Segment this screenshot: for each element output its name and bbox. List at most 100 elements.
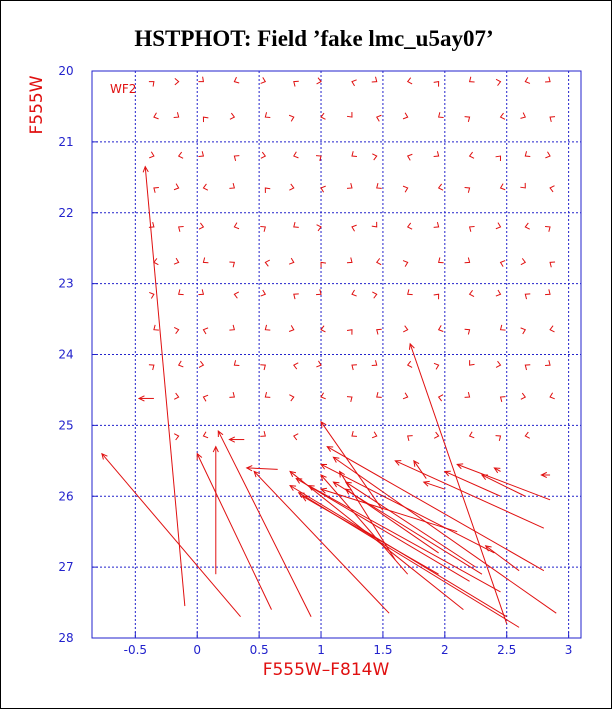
short-vector bbox=[198, 151, 205, 157]
short-vector bbox=[293, 362, 299, 370]
vector-head bbox=[217, 430, 224, 438]
vector-head bbox=[493, 467, 501, 474]
vector-head bbox=[422, 480, 430, 487]
x-tick-label: 3 bbox=[565, 643, 573, 657]
short-vector bbox=[202, 394, 209, 402]
short-vector bbox=[499, 396, 506, 402]
short-vector bbox=[545, 289, 551, 296]
x-tick-label: 1 bbox=[317, 643, 325, 657]
short-vector bbox=[376, 114, 382, 122]
short-vector bbox=[173, 392, 180, 400]
short-vector bbox=[495, 435, 502, 441]
vector-head bbox=[295, 477, 303, 484]
long-vector bbox=[443, 470, 501, 497]
short-vector bbox=[520, 182, 526, 189]
vector-head bbox=[413, 459, 420, 467]
vector-shaft bbox=[345, 481, 477, 568]
short-vector bbox=[499, 112, 506, 120]
vector-head bbox=[332, 481, 340, 488]
long-vector bbox=[480, 474, 526, 497]
short-vector bbox=[406, 77, 413, 85]
short-vector bbox=[149, 151, 155, 159]
long-vector bbox=[484, 545, 520, 572]
vector-head bbox=[332, 456, 340, 463]
short-vector bbox=[351, 79, 357, 87]
long-vector bbox=[301, 495, 439, 575]
short-vector bbox=[524, 151, 531, 157]
short-vector bbox=[173, 257, 180, 265]
short-vector bbox=[202, 116, 209, 123]
y-tick-label: 20 bbox=[58, 64, 73, 78]
short-vector bbox=[229, 182, 235, 189]
short-vector bbox=[288, 325, 295, 332]
short-vector bbox=[464, 392, 471, 398]
short-vector bbox=[148, 364, 155, 371]
short-vector bbox=[233, 155, 240, 162]
vector-head bbox=[408, 342, 415, 350]
short-vector bbox=[495, 360, 502, 368]
short-vector bbox=[198, 360, 205, 368]
vector-shaft bbox=[409, 343, 508, 624]
vector-shaft bbox=[253, 471, 390, 614]
short-vector bbox=[520, 327, 527, 335]
long-vector bbox=[326, 446, 545, 572]
short-vector bbox=[437, 394, 444, 402]
short-vector bbox=[437, 183, 444, 191]
short-vector bbox=[402, 112, 409, 120]
short-vector bbox=[233, 222, 240, 230]
short-vector bbox=[549, 185, 555, 193]
vector-head bbox=[297, 492, 305, 499]
vector-head bbox=[228, 436, 236, 443]
short-vector bbox=[464, 328, 471, 335]
short-vector bbox=[402, 392, 409, 400]
short-vector bbox=[549, 116, 556, 123]
short-vector bbox=[149, 291, 155, 299]
vector-shaft bbox=[326, 446, 545, 572]
short-vector bbox=[407, 289, 413, 296]
y-tick-label: 22 bbox=[58, 206, 73, 220]
vector-head bbox=[326, 446, 334, 452]
short-vector bbox=[549, 325, 555, 333]
short-vector bbox=[403, 325, 409, 333]
short-vector bbox=[202, 257, 209, 264]
short-vector bbox=[351, 224, 357, 232]
long-vector bbox=[196, 452, 272, 610]
short-vector bbox=[346, 257, 353, 264]
short-vector bbox=[371, 221, 378, 228]
vector-head bbox=[245, 465, 253, 472]
short-vector bbox=[233, 360, 240, 367]
y-tick-label: 28 bbox=[58, 631, 73, 645]
short-vector bbox=[178, 289, 184, 296]
short-vector bbox=[346, 112, 353, 118]
short-vector bbox=[371, 431, 378, 439]
short-vector bbox=[438, 112, 444, 118]
long-vector bbox=[142, 165, 186, 607]
vector-head bbox=[196, 452, 203, 460]
short-vector bbox=[524, 222, 530, 230]
short-vector bbox=[260, 151, 267, 159]
vector-shaft bbox=[296, 478, 470, 582]
short-vector bbox=[406, 222, 413, 230]
y-tick-label: 21 bbox=[58, 135, 73, 149]
short-vector bbox=[549, 392, 555, 400]
long-vector bbox=[101, 452, 241, 618]
long-vector bbox=[228, 436, 245, 443]
short-vector bbox=[351, 431, 357, 437]
short-vector bbox=[376, 182, 382, 189]
vector-head bbox=[484, 545, 492, 552]
short-vector bbox=[153, 258, 159, 266]
long-vector bbox=[320, 463, 495, 554]
vector-head bbox=[320, 420, 327, 428]
long-vector bbox=[338, 470, 396, 561]
short-vector bbox=[524, 77, 531, 84]
short-vector bbox=[520, 258, 527, 266]
short-vector bbox=[371, 360, 378, 367]
vector-head bbox=[289, 470, 297, 478]
vector-head bbox=[212, 445, 219, 453]
short-vector bbox=[545, 226, 551, 232]
short-vector bbox=[549, 261, 556, 268]
vector-shaft bbox=[413, 460, 427, 479]
short-vector bbox=[495, 155, 502, 162]
short-vector bbox=[316, 77, 322, 85]
vector-shaft bbox=[444, 470, 501, 497]
